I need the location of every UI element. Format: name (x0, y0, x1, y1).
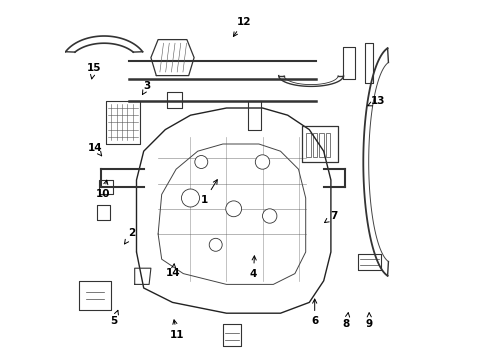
Text: 14: 14 (88, 143, 102, 156)
Text: 8: 8 (342, 313, 349, 329)
Circle shape (255, 155, 269, 169)
Text: 12: 12 (233, 17, 250, 36)
Text: 2: 2 (124, 228, 136, 244)
Text: 13: 13 (367, 96, 385, 106)
Bar (319, 133, 323, 157)
Circle shape (262, 209, 276, 223)
Text: 6: 6 (310, 299, 318, 326)
Text: 9: 9 (365, 313, 372, 329)
Text: 14: 14 (165, 264, 180, 278)
Bar (306, 133, 310, 157)
Bar (325, 133, 329, 157)
Text: 3: 3 (142, 81, 151, 95)
Circle shape (209, 238, 222, 251)
Text: 11: 11 (170, 320, 184, 340)
Text: 10: 10 (96, 180, 110, 199)
Text: 5: 5 (110, 310, 118, 327)
Text: 7: 7 (324, 211, 337, 222)
Circle shape (194, 156, 207, 168)
Bar (312, 133, 317, 157)
Text: 15: 15 (86, 63, 101, 79)
Circle shape (225, 201, 241, 217)
Text: 4: 4 (249, 256, 257, 279)
Circle shape (181, 189, 199, 207)
Text: 1: 1 (201, 180, 217, 205)
